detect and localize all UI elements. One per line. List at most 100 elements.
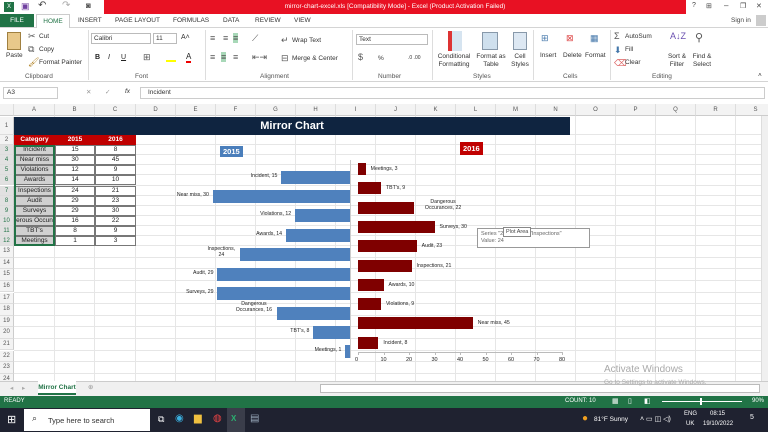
merge-center-button[interactable]: Merge & Center <box>292 55 338 62</box>
row-header-23[interactable]: 23 <box>0 362 14 374</box>
fill-color-icon[interactable] <box>166 53 176 62</box>
cut-button[interactable]: Cut <box>39 33 50 40</box>
table-value-cell[interactable]: 15 <box>55 145 95 156</box>
find-select-button[interactable]: Find & Select <box>692 53 712 68</box>
tab-insert[interactable]: INSERT <box>78 17 102 24</box>
column-header-m[interactable]: M <box>496 104 536 116</box>
table-value-cell[interactable]: 29 <box>55 195 95 206</box>
delete-button[interactable]: Delete <box>563 52 582 59</box>
column-header-q[interactable]: Q <box>656 104 696 116</box>
sign-in-link[interactable]: Sign in <box>731 17 751 24</box>
font-color-icon[interactable]: A <box>186 52 192 63</box>
table-value-cell[interactable]: 21 <box>95 185 136 196</box>
excel-taskbar-icon[interactable] <box>227 408 245 432</box>
bar-2015-3[interactable] <box>286 228 350 242</box>
tab-page-layout[interactable]: PAGE LAYOUT <box>115 17 160 24</box>
name-box[interactable]: A3 <box>3 87 58 99</box>
table-value-cell[interactable]: 1 <box>55 236 95 247</box>
row-header-4[interactable]: 4 <box>0 155 14 166</box>
sort-filter-button[interactable]: Sort & Filter <box>667 53 687 68</box>
column-header-r[interactable]: R <box>696 104 736 116</box>
align-center-icon[interactable]: ≡ <box>221 52 227 62</box>
new-sheet-icon[interactable]: ⊕ <box>88 384 94 391</box>
file-explorer-icon[interactable]: ▆ <box>194 413 202 424</box>
formula-input[interactable]: Incident <box>140 87 765 99</box>
row-header-20[interactable]: 20 <box>0 327 14 339</box>
table-value-cell[interactable]: 23 <box>95 195 136 206</box>
copy-button[interactable]: Copy <box>39 46 55 53</box>
table-category-cell[interactable]: Near miss <box>14 155 55 166</box>
bar-2016-8[interactable] <box>358 317 473 329</box>
bar-2015-5[interactable] <box>217 267 350 281</box>
row-header-11[interactable]: 11 <box>0 225 14 236</box>
table-value-cell[interactable]: 14 <box>55 175 95 186</box>
bar-2016-7[interactable] <box>358 298 381 310</box>
table-category-cell[interactable]: TBT's <box>14 225 55 236</box>
row-header-22[interactable]: 22 <box>0 350 14 363</box>
column-header-p[interactable]: P <box>616 104 656 116</box>
zoom-slider[interactable] <box>662 401 742 402</box>
table-category-cell[interactable]: Violations <box>14 165 55 176</box>
bold-button[interactable]: B <box>95 54 101 61</box>
page-layout-view-icon[interactable]: ▯ <box>628 398 632 405</box>
edge-icon[interactable]: ◉ <box>175 413 184 424</box>
table-category-cell[interactable]: Incident <box>14 145 55 156</box>
cancel-icon[interactable]: ✕ <box>86 89 92 96</box>
table-category-cell[interactable]: Surveys <box>14 205 55 216</box>
taskbar-search-input[interactable]: Type here to search <box>48 416 115 425</box>
table-value-cell[interactable]: 30 <box>95 205 136 216</box>
user-avatar-icon[interactable] <box>756 15 766 26</box>
page-break-view-icon[interactable]: ◧ <box>644 398 651 405</box>
table-category-cell[interactable]: Awards <box>14 175 55 186</box>
orientation-icon[interactable]: ⟋ <box>252 33 259 43</box>
table-value-cell[interactable]: 12 <box>55 165 95 176</box>
bar-2016-9[interactable] <box>358 337 379 349</box>
bar-2015-7[interactable] <box>276 306 350 320</box>
row-header-16[interactable]: 16 <box>0 280 14 293</box>
table-value-cell[interactable]: 9 <box>95 225 136 236</box>
table-value-cell[interactable]: 9 <box>95 165 136 176</box>
bar-2016-6[interactable] <box>358 279 384 291</box>
insert-function-button[interactable]: fx <box>125 88 131 95</box>
ribbon-display-button[interactable]: ⊞ <box>706 3 712 10</box>
bar-2016-5[interactable] <box>358 260 412 272</box>
fill-button[interactable]: Fill <box>625 46 634 53</box>
notification-badge[interactable]: 5 <box>750 414 754 421</box>
clock-time[interactable]: 08:15 <box>710 411 726 417</box>
table-value-cell[interactable]: 30 <box>55 155 95 166</box>
zoom-level[interactable]: 90% <box>752 398 765 404</box>
format-painter-button[interactable]: Format Painter <box>39 59 82 66</box>
row-header-15[interactable]: 15 <box>0 269 14 281</box>
column-header-e[interactable]: E <box>176 104 216 116</box>
restore-button[interactable]: ❐ <box>740 3 747 10</box>
conditional-formatting-button[interactable]: Conditional Formatting <box>437 53 471 68</box>
font-name-select[interactable]: Calibri <box>91 33 151 44</box>
table-value-cell[interactable]: 16 <box>55 215 95 226</box>
table-value-cell[interactable]: 22 <box>95 215 136 226</box>
next-sheet-icon[interactable]: ▸ <box>22 385 26 392</box>
column-header-b[interactable]: B <box>55 104 95 116</box>
bar-2015-2[interactable] <box>295 208 350 222</box>
row-header-6[interactable]: 6 <box>0 175 14 186</box>
table-category-cell[interactable]: Meetings <box>14 236 55 247</box>
taskbar-search-box[interactable] <box>24 409 150 431</box>
notepad-icon[interactable]: ▤ <box>250 413 260 424</box>
table-category-cell[interactable]: Audit <box>14 195 55 206</box>
camera-icon[interactable]: ◙ <box>86 1 91 10</box>
column-header-a[interactable]: A <box>14 104 55 116</box>
number-format-select[interactable]: Text <box>356 34 428 45</box>
insert-button[interactable]: Insert <box>540 52 557 59</box>
horizontal-scrollbar[interactable] <box>320 384 760 393</box>
column-header-d[interactable]: D <box>136 104 176 116</box>
bar-2015-6[interactable] <box>217 286 350 300</box>
column-header-h[interactable]: H <box>296 104 336 116</box>
table-value-cell[interactable]: 24 <box>55 185 95 196</box>
language-region[interactable]: UK <box>686 421 695 427</box>
clock-date[interactable]: 19/10/2022 <box>703 421 734 427</box>
tab-data[interactable]: DATA <box>223 17 240 24</box>
format-button[interactable]: Format <box>585 52 606 59</box>
close-button[interactable]: ✕ <box>756 3 762 10</box>
tab-home[interactable]: HOME <box>36 14 70 28</box>
accounting-icon[interactable]: $ <box>358 52 364 62</box>
bar-2015-9[interactable] <box>345 344 350 358</box>
